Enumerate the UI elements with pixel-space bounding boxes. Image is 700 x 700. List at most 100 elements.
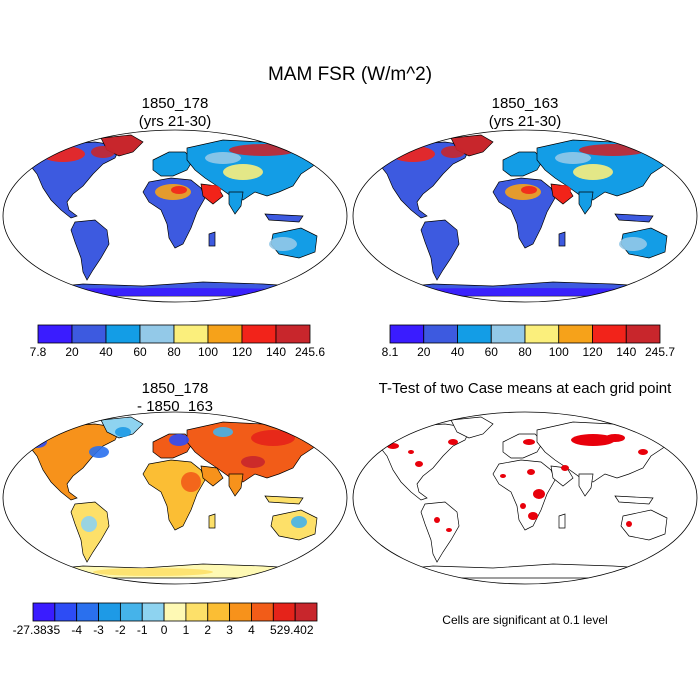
land-southAmerica (420, 501, 460, 563)
field-patch (41, 146, 85, 162)
map-border (2, 129, 348, 303)
land-southAmerica (420, 219, 460, 281)
colorbar-label: 40 (451, 345, 465, 359)
land-madagascar (558, 513, 566, 529)
land-southAmerica (70, 219, 110, 281)
colorbar-swatch (185, 602, 209, 622)
colorbar-label: 5 (270, 623, 277, 637)
land-europe (502, 151, 544, 177)
significant-cell (638, 449, 648, 455)
diff-patch (241, 456, 265, 468)
map-panel-1 (3, 130, 347, 302)
colorbar-swatch (524, 324, 560, 344)
colorbar-swatch (558, 324, 593, 344)
significant-cell (605, 434, 625, 442)
colorbar-swatch (625, 324, 661, 344)
significant-cell (408, 450, 414, 454)
panel3-subtitle: - 1850_163 (137, 398, 213, 415)
colorbar-swatch (141, 602, 165, 622)
colorbar-swatch (105, 324, 141, 344)
land-madagascar (208, 231, 216, 247)
panel1-title: 1850_178 (141, 95, 209, 112)
colorbar-swatch (139, 324, 175, 344)
colorbar-swatch (173, 324, 209, 344)
colorbar-label: -1 (137, 623, 148, 637)
significant-cell (561, 465, 569, 471)
field-patch (229, 144, 297, 156)
colorbar-label: 140 (616, 345, 636, 359)
diff-patch (169, 434, 189, 446)
field-patch (391, 146, 435, 162)
significant-cell (446, 528, 452, 532)
diff-patch (81, 516, 97, 532)
field-patch (3, 288, 343, 296)
colorbar-swatch (592, 324, 627, 344)
colorbar-label: 2 (204, 623, 211, 637)
land-india (228, 473, 244, 497)
colorbar-label: 0 (161, 623, 168, 637)
land-indonesia (614, 495, 654, 505)
significant-cell (415, 461, 423, 467)
colorbar-swatch (207, 602, 231, 622)
significant-cell (520, 503, 526, 509)
colorbar-swatch (241, 324, 277, 344)
colorbar-label: 60 (485, 345, 499, 359)
diff-patch (181, 472, 201, 492)
land-india (578, 473, 594, 497)
colorbar-swatch (229, 602, 252, 622)
colorbar-swatch (389, 324, 425, 344)
colorbar-label: 4 (248, 623, 255, 637)
colorbar-swatch (98, 602, 121, 622)
colorbar-swatch (54, 602, 78, 622)
diff-patch (213, 427, 233, 437)
land-arabia (200, 465, 224, 487)
field-patch (573, 164, 613, 180)
diff-patch (115, 427, 131, 437)
colorbar-label: -3 (93, 623, 104, 637)
colorbar-swatch (490, 324, 526, 344)
significant-cell (527, 469, 535, 475)
colorbar-label: 29.402 (277, 623, 314, 637)
colorbar-swatch (207, 324, 243, 344)
panel2-subtitle: (yrs 21-30) (488, 113, 562, 130)
panel2-title: 1850_163 (491, 95, 559, 112)
diff-patch (251, 430, 295, 446)
field-patch (269, 237, 297, 251)
colorbar-label: 3 (226, 623, 233, 637)
colorbar-swatch (275, 324, 311, 344)
diff-patch (93, 568, 213, 576)
map-panel-2 (353, 130, 697, 302)
colorbar-label: 7.8 (30, 345, 47, 359)
significant-cell (528, 512, 538, 520)
map-border (352, 129, 698, 303)
colorbar-label: 100 (198, 345, 218, 359)
colorbar-swatch (423, 324, 458, 344)
land-australia (620, 509, 668, 541)
land-madagascar (208, 513, 216, 529)
colorbar-label: 80 (167, 345, 181, 359)
field-patch (619, 237, 647, 251)
colorbar-label: 245.6 (295, 345, 325, 359)
land-india (228, 191, 244, 215)
colorbar-swatch (37, 324, 73, 344)
significant-cell (500, 474, 506, 478)
colorbar-difference: -27.383-5 -4 -3 -2 -1 0 1 2 3 4 5 29.402 (13, 602, 318, 637)
colorbar-swatch (32, 602, 56, 622)
significant-cell (626, 521, 632, 527)
significance-note: Cells are significant at 0.1 level (442, 613, 608, 627)
colorbar-label: 20 (417, 345, 431, 359)
colorbar-swatch (294, 602, 318, 622)
field-patch (441, 146, 465, 158)
panel4-title: T-Test of two Case means at each grid po… (378, 380, 672, 397)
land-southAmerica (70, 501, 110, 563)
figure-title: MAM FSR (W/m^2) (267, 64, 433, 85)
colorbar-label: -27.383 (13, 623, 54, 637)
significant-cell (571, 434, 615, 446)
colorbar-label: 60 (133, 345, 147, 359)
field-patch (555, 185, 571, 195)
land-indonesia (264, 495, 304, 505)
map-border (352, 411, 698, 585)
map-panel-3 (3, 412, 347, 584)
field-patch (353, 288, 693, 296)
